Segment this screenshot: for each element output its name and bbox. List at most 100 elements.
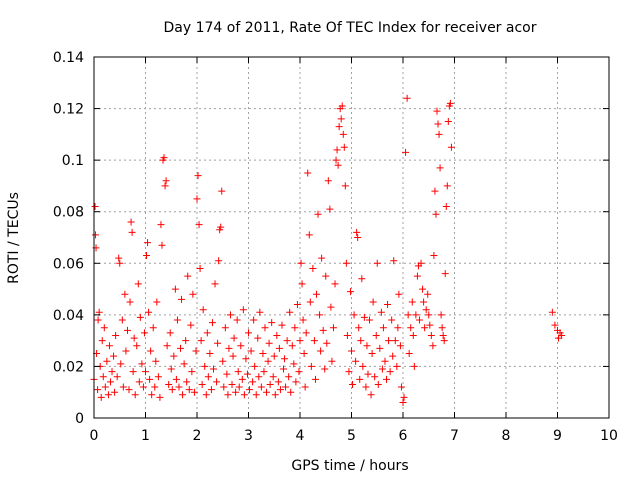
y-tick-label: 0 [75,411,84,427]
data-point [147,347,155,355]
data-point [182,337,190,345]
data-point [188,368,196,376]
data-point [391,337,399,345]
data-point [376,344,384,352]
data-point [295,368,303,376]
data-point [167,365,175,373]
data-point [131,391,139,399]
data-point [112,331,120,339]
data-point [338,102,346,110]
data-point [441,270,449,278]
data-point [447,143,455,151]
data-point [307,362,315,370]
data-point [187,321,195,329]
data-point [388,316,396,324]
data-point [185,386,193,394]
data-point [366,316,374,324]
data-point [122,347,130,355]
data-point [145,308,153,316]
data-point [357,337,365,345]
data-point [256,308,264,316]
data-point [548,308,556,316]
data-point [305,231,313,239]
data-point [190,388,198,396]
data-point [271,391,279,399]
data-point [274,378,282,386]
data-point [240,391,248,399]
y-tick-label: 0.14 [53,50,84,66]
data-point [242,355,250,363]
data-point [261,324,269,332]
data-point [276,386,284,394]
data-point [306,298,314,306]
data-point [421,324,429,332]
data-point [162,177,170,185]
data-point [402,148,410,156]
data-point [218,187,226,195]
x-tick-label: 10 [600,428,618,444]
data-point [430,252,438,260]
data-point [292,378,300,386]
data-point [426,321,434,329]
data-point [299,316,307,324]
data-point [346,288,354,296]
data-point [166,329,174,337]
data-point [326,205,334,213]
data-point [281,355,289,363]
data-point [207,386,215,394]
data-point [192,347,200,355]
data-point [171,285,179,293]
data-point [367,391,375,399]
data-point [301,383,309,391]
data-point [184,272,192,280]
data-point [139,383,147,391]
data-point [226,311,234,319]
data-point [432,210,440,218]
data-point [217,223,225,231]
x-tick-label: 8 [502,428,511,444]
data-point [215,257,223,265]
data-point [374,380,382,388]
data-point [340,143,348,151]
data-point [309,264,317,272]
data-point [135,378,143,386]
data-point [161,182,169,190]
data-point [97,393,105,401]
data-point [252,391,260,399]
data-point [425,311,433,319]
data-point [427,331,435,339]
data-point [156,393,164,401]
data-point [105,342,113,350]
data-point [291,324,299,332]
data-point [359,362,367,370]
y-tick-label: 0.06 [53,256,84,272]
data-point [409,331,417,339]
data-point [386,368,394,376]
data-point [268,319,276,327]
data-point [237,342,245,350]
data-point [126,298,134,306]
data-point [173,316,181,324]
data-point [434,120,442,128]
y-tick-label: 0.02 [53,359,84,375]
data-point [558,331,566,339]
x-tick-label: 6 [399,428,408,444]
data-point [408,298,416,306]
data-point [298,280,306,288]
data-point [323,339,331,347]
data-point [199,306,207,314]
y-tick-label: 0.1 [62,153,84,169]
data-point [238,375,246,383]
data-point [133,342,141,350]
data-point [358,275,366,283]
data-point [337,115,345,123]
axis-ticks [93,56,610,419]
data-point [254,334,262,342]
data-point [329,324,337,332]
data-point [151,383,159,391]
data-point [163,342,171,350]
data-point [317,347,325,355]
data-point [202,391,210,399]
data-point [121,290,129,298]
